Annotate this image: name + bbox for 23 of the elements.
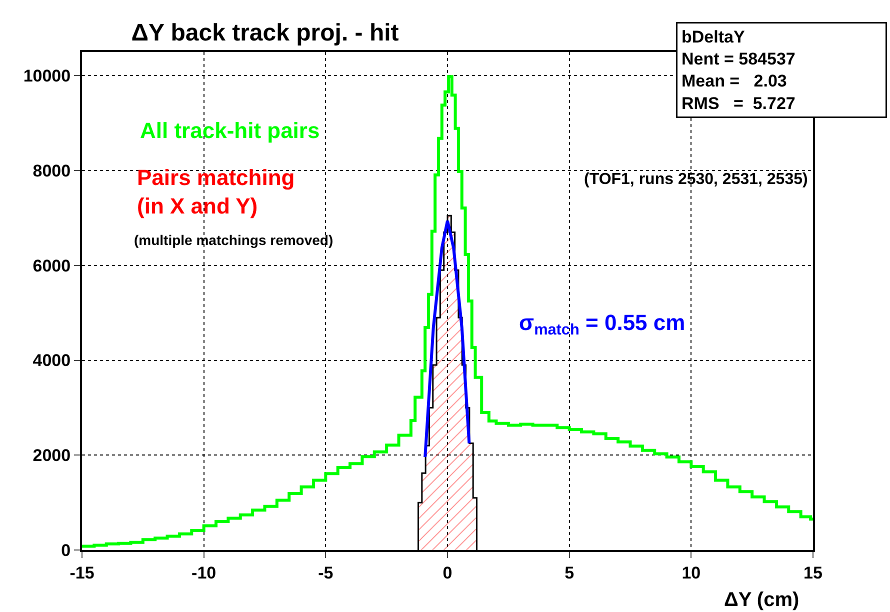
annotation: bDeltaY Nent = 584537 Mean = 2.03 RMS = 5.727	[682, 28, 796, 113]
annotation: Pairs matching (in X and Y)	[137, 165, 295, 219]
stats-box: bDeltaY Nent = 584537 Mean = 2.03 RMS = 5.727	[676, 22, 887, 118]
y-tick-label: 4000	[32, 351, 71, 370]
x-tick-label: 10	[682, 563, 701, 582]
y-tick-label: 0	[61, 540, 71, 560]
x-tick-label: -15	[70, 563, 94, 582]
y-tick-label: 6000	[32, 256, 71, 276]
annotation: (TOF1, runs 2530, 2531, 2535)	[584, 171, 808, 188]
annotation: σ$_{match}$ = 0.55 cm	[519, 310, 686, 339]
line-series	[424, 219, 471, 459]
y-tick-label: 10000	[23, 66, 71, 86]
annotation: All track-hit pairs	[140, 118, 320, 143]
x-axis-title: ΔY (cm)	[724, 589, 800, 611]
x-tick-label: -10	[192, 563, 216, 582]
x-tick-label: 0	[442, 563, 452, 582]
annotation: (multiple matchings removed)	[134, 232, 334, 248]
x-tick-label: 15	[804, 563, 822, 582]
x-tick-label: -5	[318, 563, 334, 582]
x-tick-label: 5	[564, 563, 574, 582]
y-tick-label: 8000	[32, 162, 71, 181]
chart-title: ΔY back track proj. - hit	[131, 19, 399, 46]
y-tick-label: 2000	[32, 446, 71, 466]
